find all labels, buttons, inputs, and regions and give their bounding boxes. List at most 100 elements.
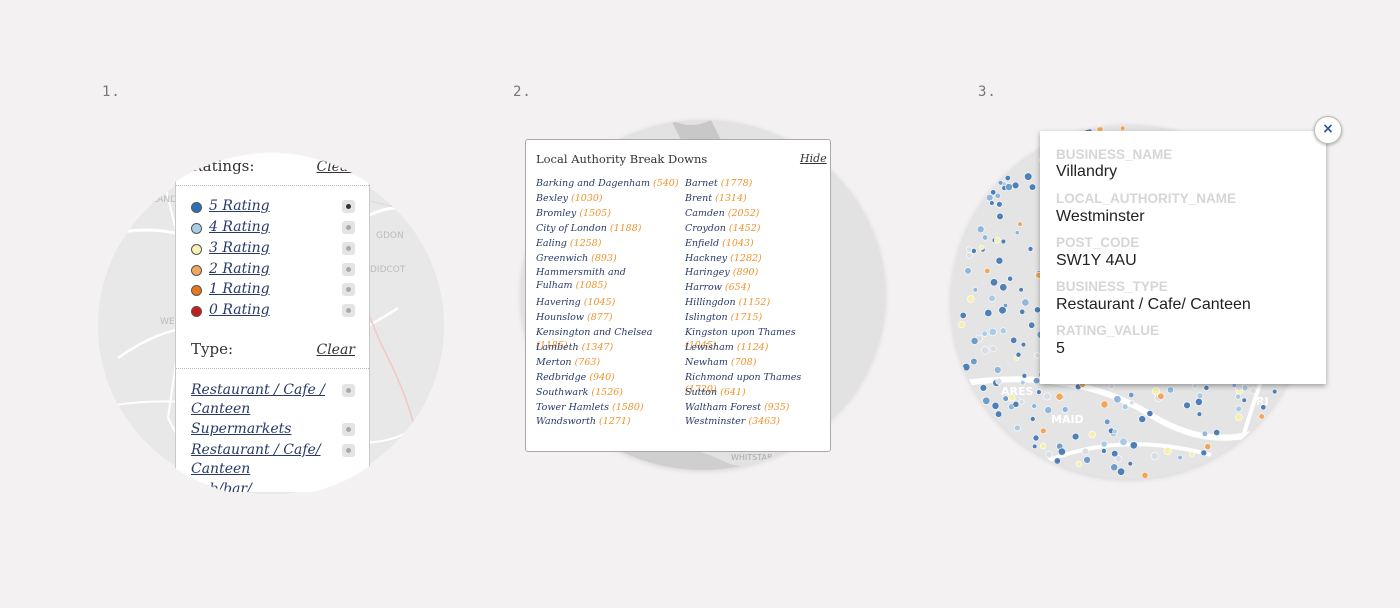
business-marker[interactable] <box>1110 463 1119 472</box>
business-marker[interactable] <box>1117 467 1126 476</box>
business-marker[interactable] <box>1081 447 1090 456</box>
la-item[interactable]: Hillingdon (1152) <box>685 297 830 310</box>
business-marker[interactable] <box>1183 401 1191 409</box>
business-marker[interactable] <box>966 252 973 259</box>
business-marker[interactable] <box>1040 427 1047 435</box>
rating-checkbox[interactable] <box>342 200 355 213</box>
business-marker[interactable] <box>970 336 979 345</box>
la-item[interactable]: Croydon (1452) <box>685 223 830 236</box>
business-marker[interactable] <box>1258 413 1265 420</box>
business-marker[interactable] <box>1213 428 1221 436</box>
la-item[interactable]: Havering (1045) <box>536 297 681 310</box>
business-marker[interactable] <box>1272 388 1278 395</box>
business-marker[interactable] <box>989 278 998 287</box>
business-marker[interactable] <box>998 306 1007 315</box>
business-marker[interactable] <box>1128 391 1135 398</box>
business-marker[interactable] <box>1027 246 1034 252</box>
la-item[interactable]: Islington (1715) <box>685 312 830 325</box>
type-filter-item[interactable]: Pub/bar/ <box>191 480 355 492</box>
business-marker[interactable] <box>1000 238 1007 245</box>
business-marker[interactable] <box>976 225 985 234</box>
business-marker[interactable] <box>1012 400 1020 408</box>
business-marker[interactable] <box>988 294 996 302</box>
type-clear-link[interactable]: Clear <box>316 342 355 358</box>
business-marker[interactable] <box>1044 406 1052 414</box>
rating-checkbox[interactable] <box>342 221 355 234</box>
business-marker[interactable] <box>1019 308 1026 315</box>
type-filter-item[interactable]: Restaurant / Cafe / Canteen <box>191 381 355 419</box>
la-item[interactable]: Merton (763) <box>536 357 681 370</box>
business-marker[interactable] <box>1028 321 1036 329</box>
business-marker[interactable] <box>1100 440 1108 448</box>
la-item[interactable]: Harrow (654) <box>685 282 830 295</box>
rating-filter-1[interactable]: 1 Rating <box>191 281 355 301</box>
business-marker[interactable] <box>1241 397 1247 403</box>
business-marker[interactable] <box>1260 404 1267 411</box>
la-item[interactable]: Ealing (1258) <box>536 238 681 251</box>
business-marker[interactable] <box>1055 392 1064 401</box>
business-marker[interactable] <box>1028 183 1037 191</box>
business-marker[interactable] <box>1204 443 1212 450</box>
business-marker[interactable] <box>1129 441 1138 450</box>
la-item[interactable]: Lambeth (1347) <box>536 342 681 355</box>
business-marker[interactable] <box>1083 456 1091 464</box>
type-filter-item[interactable]: Supermarkets <box>191 420 355 439</box>
business-marker[interactable] <box>980 346 990 355</box>
business-marker[interactable] <box>959 311 967 319</box>
business-marker[interactable] <box>982 234 989 241</box>
la-hide-link[interactable]: Hide <box>800 152 827 165</box>
business-marker[interactable] <box>1004 174 1011 181</box>
business-marker[interactable] <box>1033 377 1041 385</box>
business-marker[interactable] <box>993 366 1002 374</box>
business-marker[interactable] <box>1196 392 1204 400</box>
la-item[interactable]: Haringey (890) <box>685 267 830 280</box>
la-item[interactable]: Newham (708) <box>685 357 830 370</box>
business-marker[interactable] <box>970 357 978 366</box>
type-checkbox[interactable] <box>342 423 355 436</box>
business-marker[interactable] <box>1053 457 1061 465</box>
type-label[interactable]: Pub/bar/ <box>191 481 252 492</box>
business-marker[interactable] <box>996 201 1003 208</box>
business-marker[interactable] <box>1104 418 1111 425</box>
close-icon[interactable]: × <box>1314 116 1342 144</box>
la-item[interactable]: Wandsworth (1271) <box>536 416 681 429</box>
rating-checkbox[interactable] <box>342 242 355 255</box>
business-marker[interactable] <box>962 363 971 372</box>
business-marker[interactable] <box>994 410 1003 418</box>
la-item[interactable]: Southwark (1526) <box>536 387 681 400</box>
business-marker[interactable] <box>990 189 997 196</box>
business-marker[interactable] <box>1036 389 1042 395</box>
business-marker[interactable] <box>1129 399 1135 406</box>
business-marker[interactable] <box>1196 411 1203 417</box>
type-label[interactable]: Restaurant / Cafe / Canteen <box>191 382 325 417</box>
business-marker[interactable] <box>1150 452 1159 460</box>
business-marker[interactable] <box>1014 424 1021 432</box>
type-checkbox[interactable] <box>342 384 355 397</box>
la-item[interactable]: Tower Hamlets (1580) <box>536 402 681 415</box>
la-item[interactable]: Westminster (3463) <box>685 416 830 429</box>
business-marker[interactable] <box>1010 336 1018 344</box>
rating-filter-0[interactable]: 0 Rating <box>191 302 355 322</box>
business-marker[interactable] <box>1167 386 1175 394</box>
business-marker[interactable] <box>1043 392 1052 401</box>
business-marker[interactable] <box>957 321 966 329</box>
business-marker[interactable] <box>1138 415 1146 423</box>
business-marker[interactable] <box>1189 451 1195 457</box>
la-item[interactable]: Richmond upon Thames (1720) <box>685 372 830 397</box>
business-marker[interactable] <box>966 246 973 253</box>
business-marker[interactable] <box>979 384 988 392</box>
rating-label[interactable]: 1 Rating <box>209 281 270 297</box>
business-marker[interactable] <box>966 295 975 303</box>
business-marker[interactable] <box>1008 393 1016 402</box>
business-marker[interactable] <box>1111 450 1119 458</box>
la-item[interactable]: Hounslow (877) <box>536 312 681 325</box>
business-marker[interactable] <box>982 396 991 405</box>
rating-filter-3[interactable]: 3 Rating <box>191 240 355 260</box>
rating-filter-5[interactable]: 5 Rating <box>191 198 355 218</box>
business-marker[interactable] <box>991 401 1000 410</box>
business-marker[interactable] <box>1021 298 1030 307</box>
business-marker[interactable] <box>1024 172 1033 181</box>
business-marker[interactable] <box>1071 432 1080 441</box>
business-marker[interactable] <box>1020 341 1027 348</box>
business-marker[interactable] <box>1249 387 1257 395</box>
